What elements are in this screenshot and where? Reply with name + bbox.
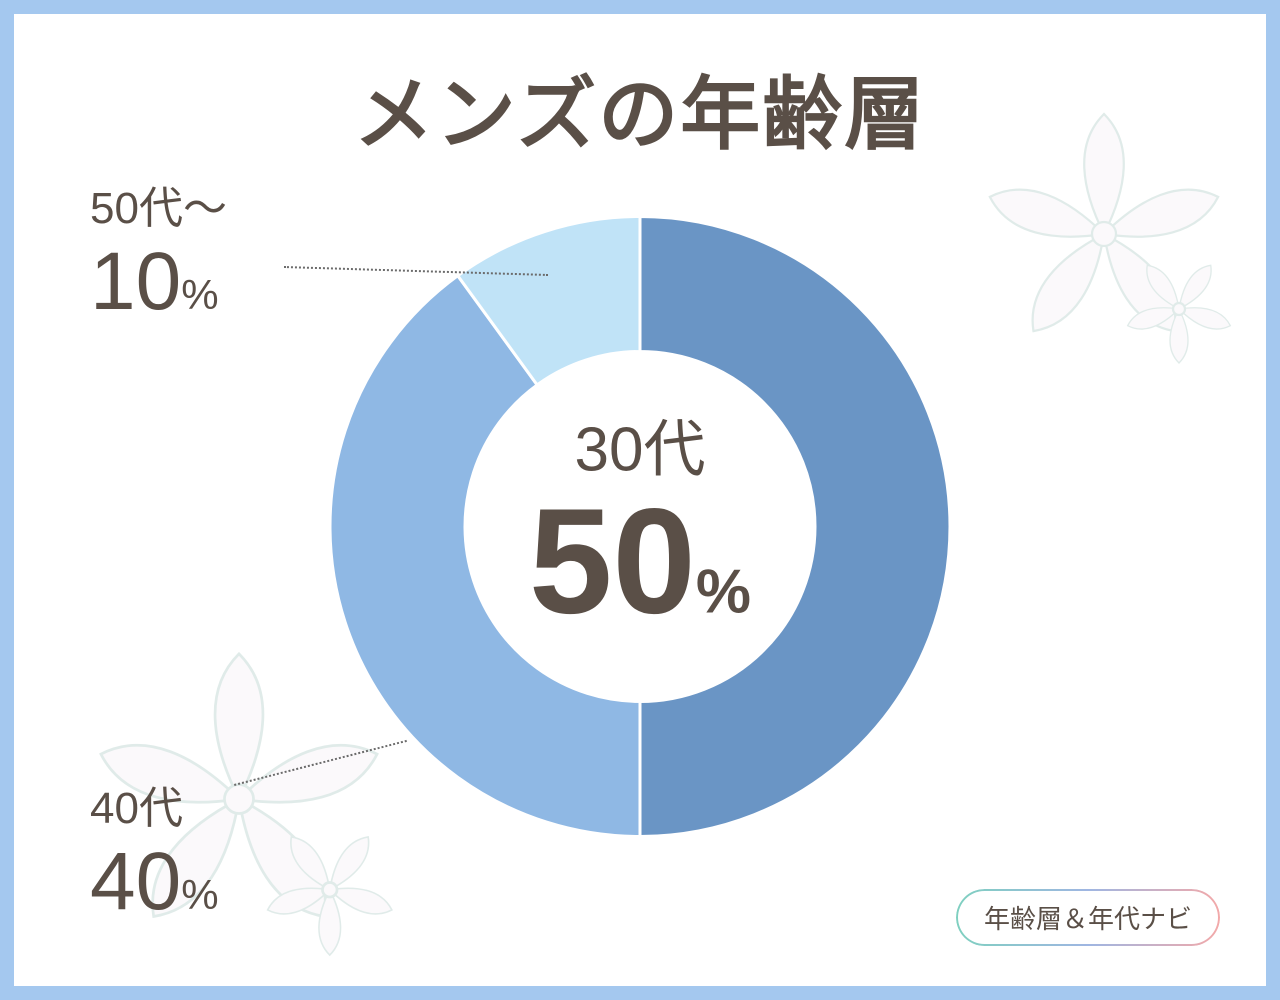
label-40s-age: 40代	[90, 784, 219, 835]
label-50s-unit: %	[181, 271, 218, 319]
label-50s: 50代〜 10 %	[90, 184, 227, 329]
source-badge: 年齢層＆年代ナビ	[956, 889, 1220, 946]
center-label: 30代 50 %	[529, 418, 751, 641]
chart-title: メンズの年齢層	[14, 50, 1266, 166]
center-age-label: 30代	[529, 418, 751, 483]
chart-frame: メンズの年齢層 30代 50 % 50代〜 10 % 40代 40 % 年齢層＆…	[0, 0, 1280, 1000]
label-50s-pct: 10	[90, 235, 181, 329]
label-50s-age: 50代〜	[90, 184, 227, 235]
label-40s-unit: %	[181, 871, 218, 919]
center-pct-unit: %	[696, 560, 751, 625]
source-badge-text: 年齢層＆年代ナビ	[984, 904, 1192, 934]
label-40s-pct: 40	[90, 835, 181, 929]
label-40s: 40代 40 %	[90, 784, 219, 929]
center-pct-value: 50	[529, 483, 696, 641]
